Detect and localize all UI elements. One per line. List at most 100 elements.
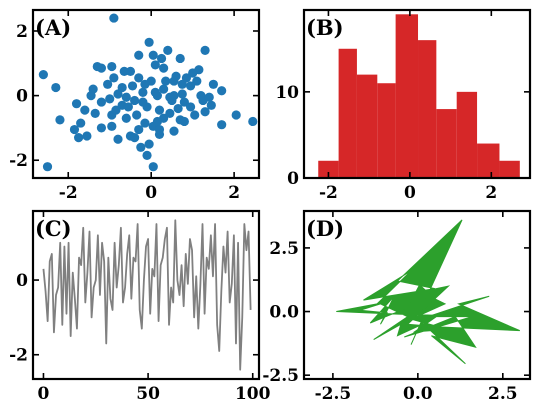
scatter-point: [190, 110, 200, 120]
panel-d-ticks: [304, 211, 530, 379]
scatter-point: [76, 118, 86, 128]
scatter-point: [185, 102, 196, 112]
panel-c-frame: [31, 209, 261, 381]
scatter-point: [150, 60, 160, 70]
scatter-point: [179, 116, 189, 127]
scatter-point: [192, 76, 202, 86]
scatter-point: [107, 61, 117, 72]
x-tick-label: 0: [38, 384, 50, 404]
panel-label: (B): [306, 15, 344, 40]
scatter-point: [96, 123, 107, 133]
y-tick-label: 10: [275, 83, 299, 103]
scatter-point: [38, 70, 48, 80]
scatter-point: [169, 76, 179, 86]
scatter-point: [154, 124, 165, 135]
filled-polygon: [336, 219, 521, 365]
scatter-point: [163, 45, 173, 55]
panel-a-frame: [31, 8, 261, 180]
scatter-point: [148, 50, 158, 60]
scatter-point: [206, 100, 216, 110]
scatter-point: [177, 89, 187, 99]
scatter-point: [80, 105, 90, 115]
x-tick-label: 100: [235, 384, 271, 404]
y-tick-label: -2: [9, 346, 28, 366]
x-tick-label: 50: [136, 384, 160, 404]
scatter-point: [105, 94, 115, 104]
y-tick-label: 0.0: [269, 303, 299, 323]
scatter-point: [51, 82, 61, 93]
histogram-bar: [377, 83, 396, 178]
panel-label: (A): [35, 15, 71, 40]
scatter-point: [69, 124, 80, 135]
scatter-point: [96, 97, 107, 107]
x-tick-label: 2.5: [488, 384, 518, 404]
scatter-point: [107, 121, 117, 131]
histogram-bar: [499, 160, 520, 178]
y-tick-label: 0: [16, 271, 28, 291]
scatter-point: [150, 87, 160, 97]
scatter-point: [179, 97, 189, 107]
scatter-point: [175, 53, 185, 64]
panel-c-ticks: [33, 211, 259, 379]
scatter-point: [140, 79, 150, 89]
scatter-point: [92, 61, 102, 72]
y-tick-label: 0: [287, 169, 299, 189]
scatter-point: [142, 150, 152, 160]
scatter-point: [154, 105, 165, 115]
y-tick-label: 2: [16, 22, 28, 42]
x-tick-label: 2: [485, 183, 497, 203]
scatter-point: [165, 108, 175, 118]
scatter-point: [169, 126, 179, 136]
scatter-point: [74, 133, 84, 143]
panel-d-frame: [302, 209, 532, 381]
scatter-point: [136, 142, 146, 152]
scatter-point: [134, 124, 144, 135]
scatter-point: [204, 92, 214, 102]
scatter-point: [71, 99, 82, 109]
scatter-point: [121, 92, 131, 102]
panel-a-ticks: [33, 10, 259, 178]
panel-b-ticks: [304, 10, 530, 179]
scatter-point: [138, 87, 148, 97]
panel-label: (D): [306, 216, 344, 241]
scatter-point: [144, 37, 154, 47]
scatter-point: [42, 162, 53, 172]
series-line: [42, 219, 252, 371]
scatter-point: [159, 63, 169, 73]
panel-c-marks: [42, 219, 252, 371]
panel-c-line: 0 50 100 -2 0 (C): [9, 209, 271, 404]
scatter-point: [200, 45, 210, 55]
scatter-point: [55, 115, 65, 125]
scatter-point: [123, 102, 133, 112]
panel-b-marks: [318, 14, 520, 178]
scatter-point: [148, 162, 158, 172]
histogram-bar: [418, 40, 437, 178]
scatter-point: [144, 139, 154, 149]
scatter-point: [208, 79, 218, 89]
scatter-point: [156, 53, 167, 64]
histogram-bar: [356, 74, 378, 178]
scatter-point: [119, 66, 129, 76]
scatter-point: [161, 76, 171, 86]
panel-a-marks: [38, 13, 258, 172]
scatter-point: [90, 108, 100, 118]
scatter-point: [127, 81, 138, 91]
x-tick-label: -2: [319, 183, 338, 203]
y-tick-label: 0: [16, 87, 28, 107]
scatter-point: [159, 84, 169, 94]
panel-b-histogram: -2 0 2 0 10 (B): [275, 8, 532, 203]
scatter-point: [231, 110, 241, 120]
histogram-bar: [338, 48, 357, 178]
scatter-point: [138, 97, 148, 107]
scatter-point: [134, 73, 144, 83]
scatter-point: [82, 131, 92, 141]
scatter-point: [86, 91, 96, 101]
scatter-point: [109, 13, 119, 23]
histogram-bar: [395, 14, 419, 178]
scatter-point: [134, 50, 144, 60]
scatter-point: [130, 95, 140, 106]
panel-label: (C): [35, 216, 72, 241]
scatter-point: [217, 86, 227, 96]
scatter-point: [188, 68, 198, 78]
